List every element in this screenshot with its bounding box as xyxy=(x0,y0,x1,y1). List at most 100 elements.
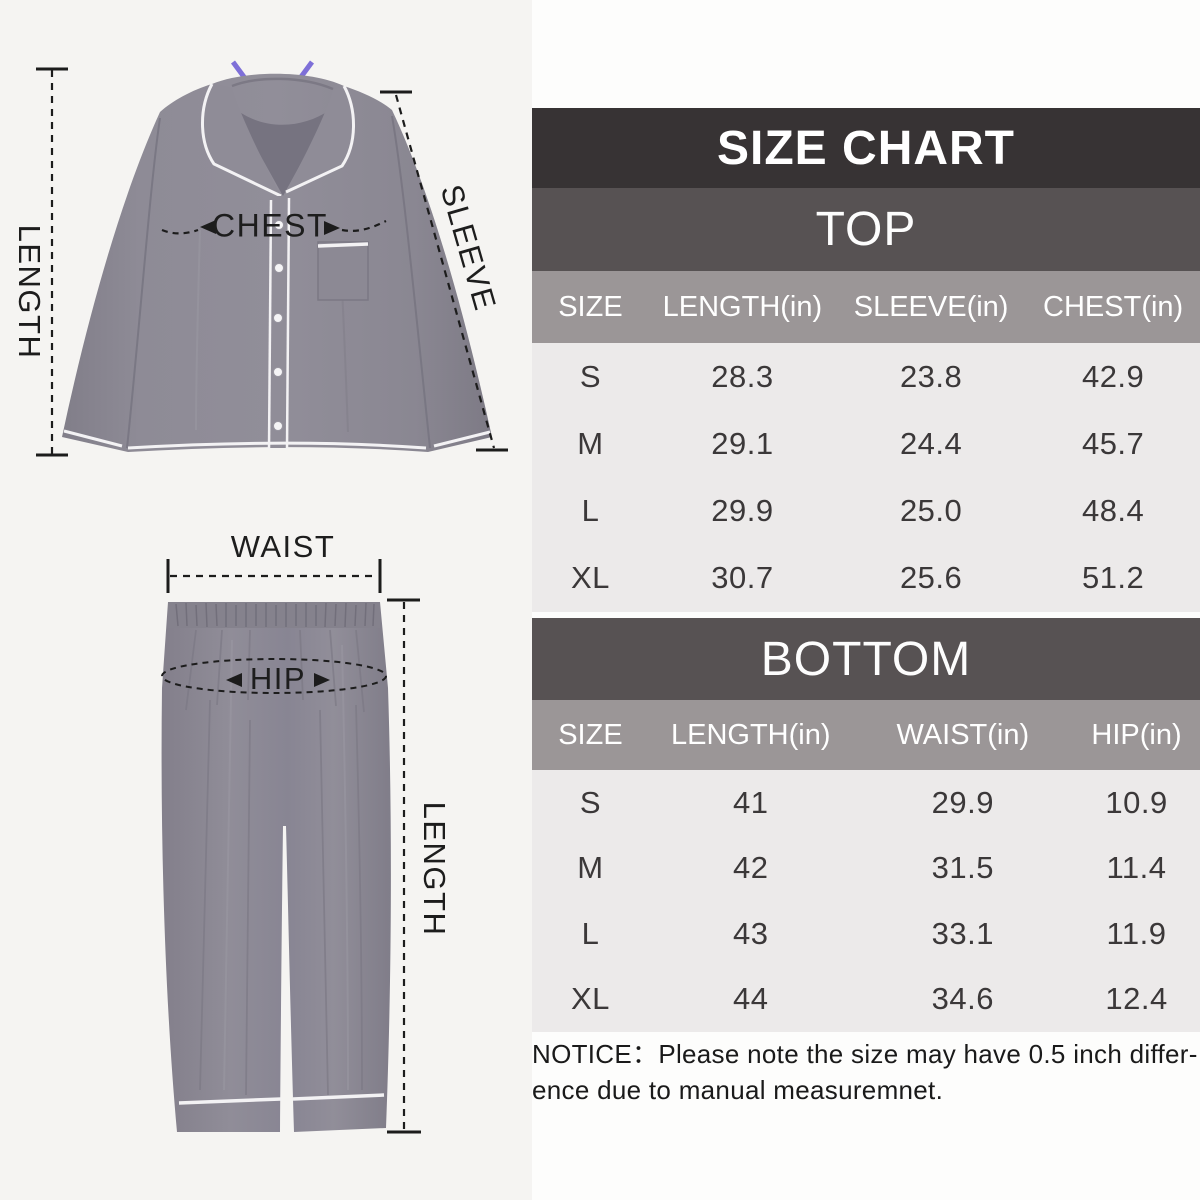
dimension-lines xyxy=(36,67,508,1134)
length-cell: 42 xyxy=(733,850,769,886)
length-cell: 30.7 xyxy=(711,560,774,596)
sleeve-cell: 25.0 xyxy=(899,493,963,529)
size-chart-panel: SIZE CHART TOP SIZE LENGTH(in) SLEEVE(in… xyxy=(532,0,1200,1200)
pants-highlights xyxy=(223,639,349,1091)
table-row: L 29.9 25.0 48.4 xyxy=(532,478,1200,545)
chest-cell: 48.4 xyxy=(1081,493,1145,529)
table-row: S 28.3 23.8 42.9 xyxy=(532,343,1200,410)
size-cell: S xyxy=(579,358,602,394)
arrow-left-icon xyxy=(200,220,216,234)
table-row: S 41 29.9 10.9 xyxy=(532,770,1200,836)
length-cell: 29.1 xyxy=(711,425,774,461)
column-header: WAIST(in) xyxy=(896,718,1030,751)
right-collar xyxy=(286,86,354,192)
sleeve-cell: 24.4 xyxy=(899,425,963,461)
pants-body xyxy=(161,602,391,1132)
table-row: XL 44 34.6 12.4 xyxy=(532,967,1200,1033)
chest-cell: 42.9 xyxy=(1081,358,1145,394)
hem-piping xyxy=(127,441,427,450)
size-chart-title: SIZE CHART xyxy=(532,108,1200,188)
button xyxy=(273,421,283,431)
chest-line xyxy=(341,220,387,232)
arrow-right-icon xyxy=(324,221,340,235)
pants-cuff-piping xyxy=(292,1093,385,1101)
notice-line: NOTICE：Please note the size may have 0.5… xyxy=(532,1039,1198,1069)
pants-wrinkles xyxy=(185,629,365,1096)
top-table-body: S 28.3 23.8 42.9 M 29.1 24.4 45.7 L 29.9… xyxy=(532,343,1200,612)
length-cell: 29.9 xyxy=(711,493,774,529)
bottom-table-column-headers: SIZE LENGTH(in) WAIST(in) HIP(in) xyxy=(532,700,1200,770)
waist-cell: 34.6 xyxy=(931,981,995,1017)
sleeve-cell: 23.8 xyxy=(899,358,963,394)
pants-waist-label: WAIST xyxy=(230,529,336,564)
top-table-column-headers: SIZE LENGTH(in) SLEEVE(in) CHEST(in) xyxy=(532,271,1200,343)
placket-piping xyxy=(285,197,291,450)
length-cell: 44 xyxy=(733,981,769,1017)
waist-cell: 33.1 xyxy=(931,915,995,951)
length-cell: 43 xyxy=(733,915,769,951)
hip-cell: 10.9 xyxy=(1105,784,1168,820)
hip-cell: 12.4 xyxy=(1105,981,1168,1017)
placket-piping xyxy=(267,199,273,450)
table-row: L 43 33.1 11.9 xyxy=(532,901,1200,967)
size-cell: M xyxy=(577,425,604,461)
button xyxy=(273,367,283,377)
collar-piping xyxy=(285,85,355,194)
right-sleeve-seam xyxy=(391,115,431,449)
size-cell: XL xyxy=(570,560,610,596)
hip-cell: 11.4 xyxy=(1106,850,1167,886)
waist-cell: 31.5 xyxy=(931,850,995,886)
shirt-length-label: LENGTH xyxy=(12,224,47,360)
product-diagram-area: LENGTH CHEST SLEEVE WAIST HIP LENGTH xyxy=(0,0,532,1200)
shirt-v-opening xyxy=(234,108,330,196)
waist-cell: 29.9 xyxy=(931,784,995,820)
arrow-right-icon xyxy=(314,673,330,687)
table-row: M 42 31.5 11.4 xyxy=(532,836,1200,902)
length-cell: 41 xyxy=(733,784,769,820)
column-header: HIP(in) xyxy=(1091,718,1182,751)
elastic-waistband xyxy=(168,602,380,628)
size-cell: L xyxy=(581,915,600,951)
size-cell: S xyxy=(579,784,602,820)
pajama-pants-illustration xyxy=(161,602,391,1132)
notice-line: ence due to manual measuremnet. xyxy=(532,1075,944,1105)
shirt-chest-label: CHEST xyxy=(212,207,328,244)
size-cell: XL xyxy=(570,981,610,1017)
column-header: CHEST(in) xyxy=(1043,290,1184,323)
chest-cell: 45.7 xyxy=(1081,425,1145,461)
button xyxy=(274,220,284,230)
table-row: M 29.1 24.4 45.7 xyxy=(532,410,1200,477)
pajama-top-illustration xyxy=(62,60,492,452)
size-cell: M xyxy=(577,850,604,886)
column-header: SLEEVE(in) xyxy=(853,290,1009,323)
cuff-piping xyxy=(63,429,123,448)
bottom-table-body: S 41 29.9 10.9 M 42 31.5 11.4 L 43 33.1 … xyxy=(532,770,1200,1032)
pants-length-label: LENGTH xyxy=(417,801,452,937)
chest-line xyxy=(161,228,199,235)
pants-hip-label: HIP xyxy=(249,661,307,696)
size-notice: NOTICE：Please note the size may have 0.5… xyxy=(532,1036,1200,1108)
sleeve-line xyxy=(394,94,496,449)
cuff-piping xyxy=(433,430,491,448)
table-row: XL 30.7 25.6 51.2 xyxy=(532,545,1200,612)
sleeve-cell: 25.6 xyxy=(899,560,963,596)
collar-back-edge xyxy=(231,77,334,91)
column-header: LENGTH(in) xyxy=(662,290,823,323)
collar-piping xyxy=(201,83,282,198)
chest-cell: 51.2 xyxy=(1081,560,1145,596)
waistband-gathers xyxy=(175,602,375,628)
size-cell: L xyxy=(581,493,600,529)
pajama-diagram-graphic xyxy=(36,60,508,1134)
left-collar xyxy=(202,84,281,196)
arrow-left-icon xyxy=(226,673,242,687)
button xyxy=(274,263,284,273)
column-header: LENGTH(in) xyxy=(671,718,831,751)
left-sleeve-seam xyxy=(126,117,161,449)
top-table-banner: TOP xyxy=(532,188,1200,271)
length-cell: 28.3 xyxy=(711,358,774,394)
bottom-table-banner: BOTTOM xyxy=(532,618,1200,700)
column-header: SIZE xyxy=(558,290,623,323)
hip-cell: 11.9 xyxy=(1106,915,1167,951)
hip-ellipse xyxy=(161,658,387,694)
pocket-piping xyxy=(317,242,369,248)
